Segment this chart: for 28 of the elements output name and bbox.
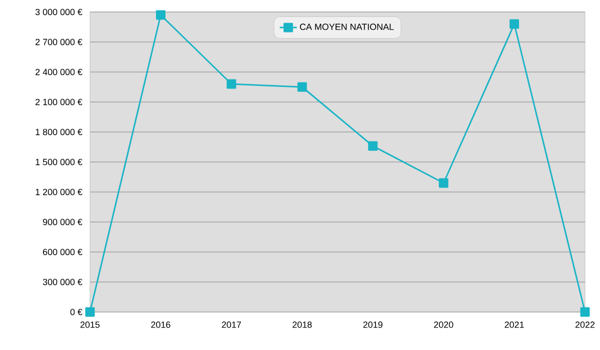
- point: [368, 141, 378, 151]
- x-tick-label: 2022: [575, 322, 595, 328]
- y-tick-label: 2 400 000 €: [36, 68, 82, 76]
- x-tick-label: 2016: [151, 322, 170, 328]
- x-tick-label: 2020: [434, 322, 454, 328]
- x-tick-label: 2015: [80, 322, 100, 328]
- point: [226, 79, 236, 89]
- x-tick-label: 2019: [363, 322, 382, 328]
- point: [438, 178, 448, 188]
- y-tick-label: 900 000 €: [43, 218, 82, 226]
- y-tick-label: 0 €: [70, 308, 82, 316]
- y-tick-label: 1 800 000 €: [36, 128, 82, 136]
- x-tick-label: 2021: [504, 322, 524, 328]
- point: [156, 10, 166, 20]
- y-tick-label: 1 500 000 €: [36, 158, 82, 166]
- y-tick-label: 1 200 000 €: [36, 188, 82, 196]
- x-tick-label: 2018: [292, 322, 312, 328]
- legend-label: CA MOYEN NATIONAL: [300, 24, 394, 30]
- y-tick-label: 2 100 000 €: [36, 98, 82, 106]
- point: [85, 307, 95, 317]
- y-tick-label: 3 000 000 €: [35, 8, 82, 16]
- point: [580, 307, 590, 317]
- y-tick-label: 600 000 €: [43, 248, 82, 256]
- y-tick-label: 2 700 000 €: [36, 38, 82, 46]
- point: [510, 19, 520, 29]
- point: [297, 82, 307, 92]
- x-tick-label: 2017: [222, 322, 241, 328]
- y-tick-label: 300 000 €: [42, 278, 82, 286]
